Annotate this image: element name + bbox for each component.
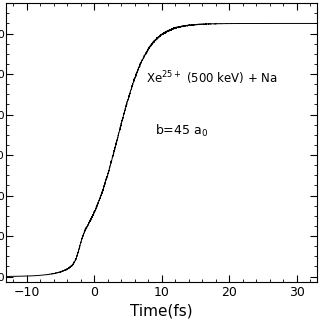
X-axis label: Time(fs): Time(fs) <box>130 304 193 319</box>
Text: b=45 a$_0$: b=45 a$_0$ <box>156 123 208 139</box>
Text: Xe$^{25+}$ (500 keV) + Na: Xe$^{25+}$ (500 keV) + Na <box>146 69 278 87</box>
